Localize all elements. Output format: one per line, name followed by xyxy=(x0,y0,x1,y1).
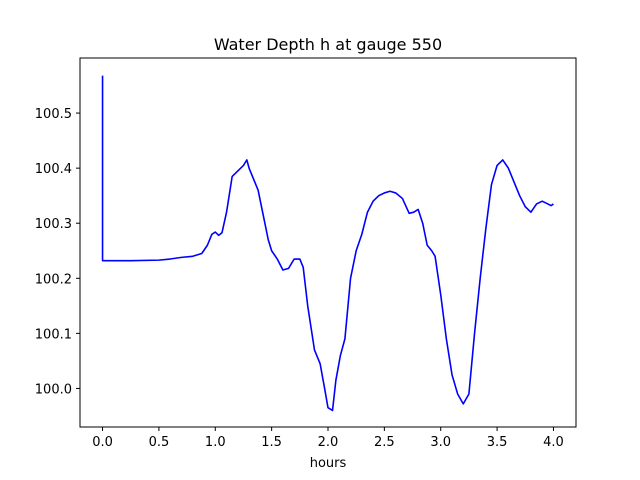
x-tick-label: 4.0 xyxy=(543,435,564,450)
x-axis: 0.0 0.5 1.0 1.5 2.0 2.5 3.0 3.5 4.0 xyxy=(92,427,564,450)
plot-area xyxy=(101,75,554,412)
x-tick-label: 0.0 xyxy=(92,435,113,450)
y-tick-label: 100.0 xyxy=(35,382,72,397)
x-tick-label: 3.5 xyxy=(487,435,508,450)
series-line xyxy=(101,75,554,412)
x-tick-label: 1.5 xyxy=(261,435,282,450)
x-tick-label: 0.5 xyxy=(149,435,170,450)
y-tick-label: 100.3 xyxy=(35,217,72,232)
x-tick-label: 2.5 xyxy=(374,435,395,450)
x-tick-label: 1.0 xyxy=(205,435,226,450)
x-axis-label: hours xyxy=(310,456,347,471)
chart-title: Water Depth h at gauge 550 xyxy=(214,35,442,54)
y-tick-label: 100.5 xyxy=(35,107,72,122)
y-tick-label: 100.4 xyxy=(35,162,72,177)
y-tick-label: 100.2 xyxy=(35,272,72,287)
x-tick-label: 3.0 xyxy=(430,435,451,450)
y-axis: 100.0 100.1 100.2 100.3 100.4 100.5 xyxy=(35,107,80,397)
y-tick-label: 100.1 xyxy=(35,327,72,342)
x-tick-label: 2.0 xyxy=(318,435,339,450)
